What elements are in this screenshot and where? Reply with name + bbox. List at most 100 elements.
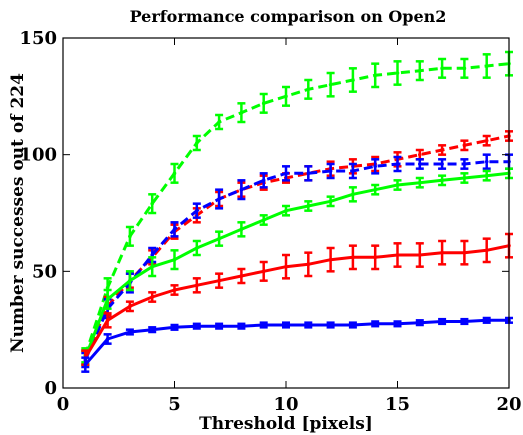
data-point (284, 323, 288, 327)
data-point (351, 192, 355, 197)
data-point (418, 180, 422, 185)
data-point (328, 199, 333, 204)
y-tick-label: 100 (19, 145, 57, 166)
data-point (261, 269, 266, 274)
data-point (239, 324, 244, 328)
data-point (306, 262, 311, 267)
data-point (284, 94, 288, 99)
data-point (418, 162, 422, 166)
series-line (83, 62, 510, 356)
data-point (128, 304, 132, 309)
x-tick-label: 20 (496, 394, 521, 415)
data-point (150, 295, 154, 299)
data-point (217, 236, 221, 241)
data-point (484, 318, 489, 323)
data-point (195, 324, 199, 328)
data-point (462, 176, 467, 180)
data-point (328, 323, 333, 327)
data-point (440, 178, 444, 183)
series-line (83, 171, 510, 359)
data-point (239, 110, 244, 115)
data-point (328, 169, 333, 173)
axis-layer: 0 5 10 15 20 0 50 100 150 (19, 28, 521, 415)
data-point (284, 171, 288, 176)
data-point (239, 227, 244, 232)
data-point (150, 327, 154, 332)
data-point (217, 324, 221, 328)
x-tick-label: 10 (273, 394, 298, 415)
data-point (306, 323, 311, 327)
data-point (395, 183, 400, 187)
data-point (239, 274, 244, 278)
data-point (217, 278, 221, 283)
data-point (128, 330, 132, 334)
data-point (484, 138, 489, 143)
data-point (328, 257, 333, 262)
x-axis-label: Threshold [pixels] (199, 414, 373, 434)
series-3 (81, 153, 513, 369)
data-point (284, 264, 288, 269)
data-point (195, 208, 199, 213)
data-point (462, 319, 467, 324)
data-point (150, 201, 154, 206)
data-point (440, 250, 444, 255)
data-point (484, 159, 489, 164)
series-layer (81, 50, 513, 373)
data-point (440, 319, 444, 324)
data-point (128, 278, 132, 283)
data-point (261, 323, 266, 327)
data-point (351, 169, 355, 173)
data-point (261, 218, 266, 222)
data-point (395, 322, 400, 326)
data-point (195, 246, 199, 250)
series-line (83, 160, 509, 361)
x-tick-label: 15 (385, 394, 410, 415)
data-point (373, 255, 378, 260)
data-point (351, 323, 355, 327)
data-point (172, 288, 177, 292)
y-axis-label: Number successes out of 224 (8, 73, 28, 353)
data-point (105, 337, 110, 341)
series-6 (81, 316, 513, 373)
chart-title: Performance comparison on Open2 (130, 7, 447, 26)
data-point (462, 66, 467, 71)
data-point (484, 173, 489, 178)
data-point (328, 82, 333, 87)
data-point (373, 164, 378, 169)
x-tick-label: 0 (57, 394, 70, 415)
data-point (83, 362, 88, 367)
data-point (462, 250, 467, 255)
y-tick-label: 0 (44, 378, 57, 399)
series-5 (81, 232, 513, 366)
data-point (172, 325, 177, 330)
series-line (84, 244, 510, 359)
data-point (172, 257, 177, 262)
data-point (418, 152, 422, 157)
data-point (105, 285, 110, 290)
data-point (261, 101, 266, 106)
data-point (172, 227, 177, 232)
series-4 (81, 167, 513, 366)
series-1 (81, 50, 513, 364)
data-point (462, 143, 467, 148)
data-point (150, 264, 154, 269)
x-tick-label: 5 (168, 394, 181, 415)
data-point (395, 71, 400, 75)
y-tick-label: 150 (19, 28, 57, 49)
data-point (418, 253, 422, 257)
series-line (83, 134, 510, 359)
data-point (484, 64, 489, 68)
data-point (484, 248, 489, 253)
data-point (306, 87, 311, 92)
data-point (306, 171, 311, 176)
data-point (351, 255, 355, 260)
data-point (440, 66, 444, 71)
data-point (105, 297, 110, 302)
data-point (462, 162, 467, 166)
data-point (418, 68, 422, 73)
data-point (195, 141, 199, 145)
data-point (440, 162, 444, 166)
data-point (395, 162, 400, 166)
data-point (284, 208, 288, 213)
